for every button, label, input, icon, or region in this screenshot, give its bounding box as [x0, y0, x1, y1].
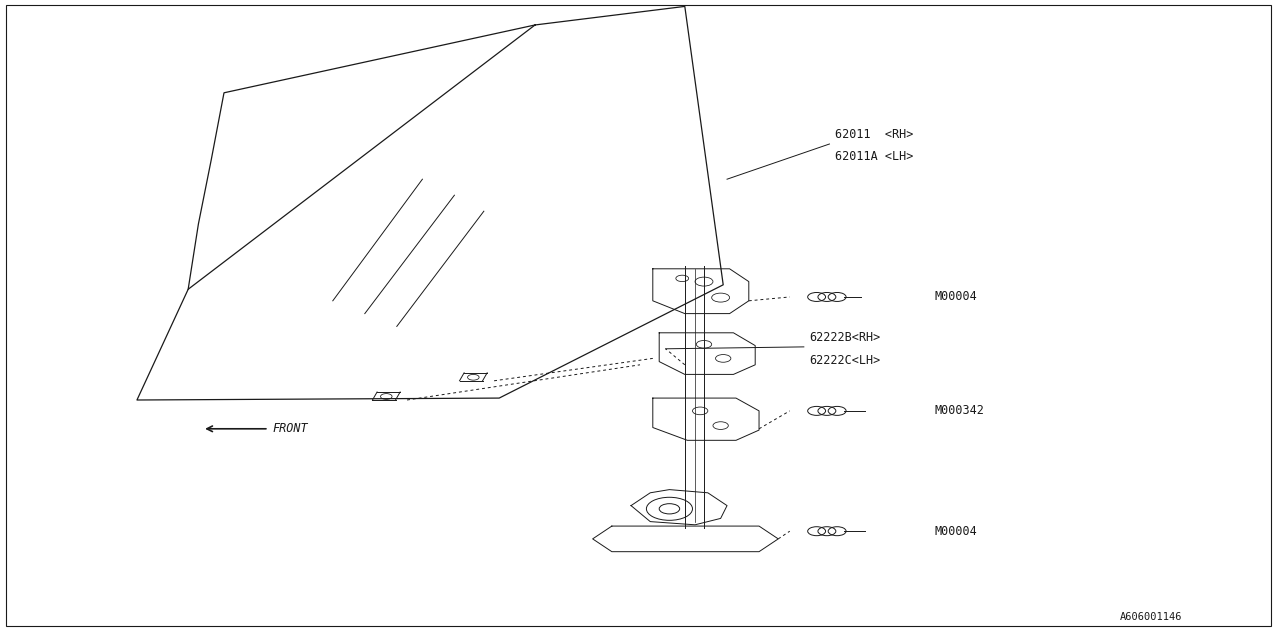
Text: M000342: M000342: [934, 404, 984, 417]
Text: 62222B<RH>: 62222B<RH>: [809, 332, 881, 344]
Text: M00004: M00004: [934, 525, 977, 538]
Text: 62011  <RH>: 62011 <RH>: [835, 128, 913, 141]
Text: M00004: M00004: [934, 291, 977, 303]
Text: A606001146: A606001146: [1120, 612, 1183, 622]
Text: 62222C<LH>: 62222C<LH>: [809, 354, 881, 367]
Text: 62011A <LH>: 62011A <LH>: [835, 150, 913, 163]
Text: FRONT: FRONT: [273, 422, 308, 435]
